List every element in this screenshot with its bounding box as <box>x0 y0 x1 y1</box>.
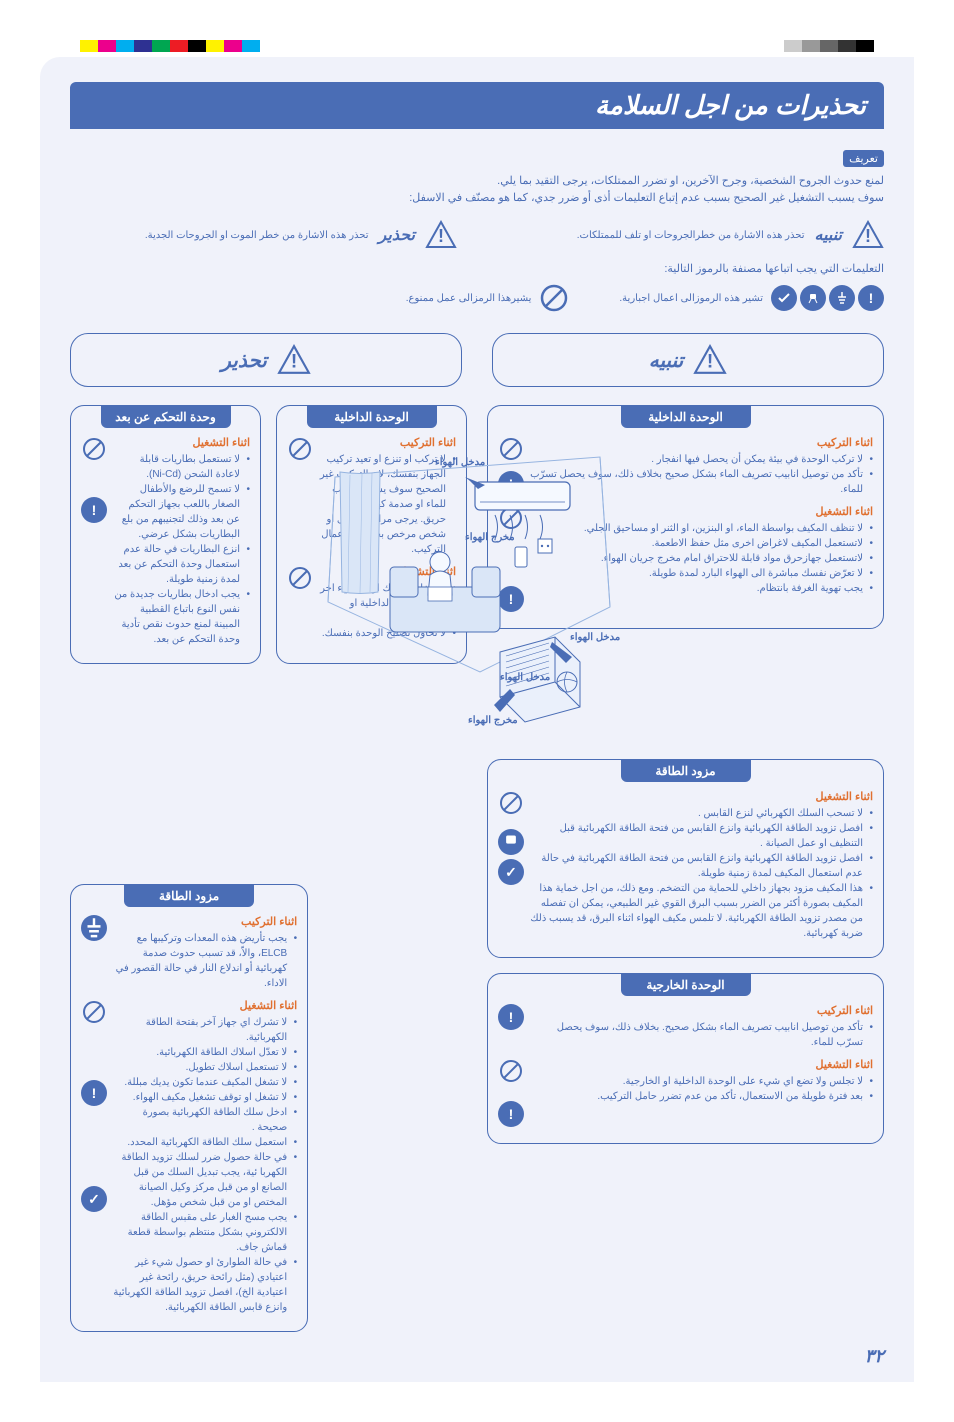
svg-text:!: ! <box>291 351 297 372</box>
box-header: الوحدة الداخلية <box>307 406 437 428</box>
prohibit-icon <box>287 565 313 591</box>
big-caution-icon: ! <box>693 344 727 376</box>
item-list: لا تنظف المكيف بواسطة الماء، او البنزين،… <box>530 521 873 596</box>
info-circle-icon: ! <box>858 285 884 311</box>
ground-icon <box>81 915 107 941</box>
info-icon: ! <box>498 471 524 497</box>
svg-text:!: ! <box>865 226 871 246</box>
caution-desc: تحذر هذه الاشارة من خطرالجروحات او تلف ل… <box>577 230 805 241</box>
sub-title: اثناء التشغيل <box>113 436 250 449</box>
big-danger-box: ! تحذير <box>70 333 462 387</box>
danger-legend: ! تحذير تحذر هذه الاشارة من خطر الموت او… <box>70 220 457 250</box>
warning-legend-row: ! تنبيه تحذر هذه الاشارة من خطرالجروحات … <box>70 220 884 250</box>
mandatory-symbols: ! تشير هذه الرموزالى اعمال اجبارية. <box>619 283 884 313</box>
info-icon: ! <box>498 586 524 612</box>
main-title: تحذيرات من اجل السلامة <box>70 82 884 129</box>
svg-text:!: ! <box>438 226 444 246</box>
item-list: لا تسحب السلك الكهربائي لنزع القابس . اف… <box>530 806 873 941</box>
info-icon: ! <box>498 1004 524 1030</box>
prohibit-icon <box>498 1058 524 1084</box>
caution-outdoor-box: الوحدة الخارجية اثناء التركيب تأكد من تو… <box>487 973 884 1144</box>
caution-indoor-box: الوحدة الداخلية اثناء التركيب لا تركب ال… <box>487 405 884 629</box>
info-icon: ! <box>81 1080 107 1106</box>
big-warning-row: ! تنبيه ! تحذير <box>70 333 884 387</box>
instructions-text: التعليمات التي يجب اتباعها مصنفة بالرموز… <box>70 262 884 275</box>
sub-title: اثناء التركيب <box>319 436 456 449</box>
sub-title: اثناء التشغيل <box>530 790 873 803</box>
caution-label: تنبيه <box>814 225 842 245</box>
prohibit-icon <box>498 790 524 816</box>
caution-column: الوحدة الداخلية اثناء التركيب لا تركب ال… <box>487 405 884 1332</box>
action-circle-icon <box>771 285 797 311</box>
big-caution-label: تنبيه <box>649 348 683 373</box>
danger-remote-box: وحدة التحكم عن بعد اثناء التشغيل لا تستع… <box>70 405 261 664</box>
action-icon: ✓ <box>81 1186 107 1212</box>
sub-title: اثناء التشغيل <box>113 999 297 1012</box>
cmyk-bar <box>80 40 260 52</box>
grayscale-bar <box>784 40 874 52</box>
prohibit-symbol: يشيرهذا الرمزالى عمل ممنوع. <box>406 283 570 313</box>
info-icon: ! <box>498 1101 524 1127</box>
sub-title: اثناء التشغيل <box>319 565 456 578</box>
unplug-icon <box>498 829 524 855</box>
prohibit-icon <box>498 505 524 531</box>
prohibit-icon <box>498 436 524 462</box>
big-caution-box: ! تنبيه <box>492 333 884 387</box>
box-header: وحدة التحكم عن بعد <box>101 406 231 428</box>
sub-title: اثناء التركيب <box>530 436 873 449</box>
sub-title: اثناء التشغيل <box>530 1058 873 1071</box>
mandatory-text: تشير هذه الرموزالى اعمال اجبارية. <box>619 293 763 304</box>
intro-text: لمنع حدوث الجروح الشخصية، وجرح الآخرين، … <box>70 173 884 206</box>
content-grid: الوحدة الداخلية اثناء التركيب لا تركب ال… <box>70 405 884 1332</box>
caution-triangle-icon: ! <box>852 220 884 250</box>
sub-title: اثناء التشغيل <box>530 505 873 518</box>
danger-indoor-box: الوحدة الداخلية اثناء التركيب لا تركب او… <box>276 405 467 664</box>
danger-power-box: مزود الطاقة اثناء التركيب يجب تأريض هذه … <box>70 884 308 1332</box>
item-list: لا تركب الوحدة في بيئة يمكن أن يحصل فيها… <box>530 452 873 497</box>
box-header: مزود الطاقة <box>621 760 751 782</box>
big-danger-label: تحذير <box>221 348 267 373</box>
caution-legend: ! تنبيه تحذر هذه الاشارة من خطرالجروحات … <box>497 220 884 250</box>
big-danger-icon: ! <box>277 344 311 376</box>
prohibit-icon <box>81 999 107 1025</box>
page-number: ٣٢ <box>865 1346 884 1367</box>
definition-badge: تعريف <box>843 150 884 167</box>
sub-title: اثناء التركيب <box>113 915 297 928</box>
sub-title: اثناء التركيب <box>530 1004 873 1017</box>
danger-triangle-icon: ! <box>425 220 457 250</box>
page-container: تحذيرات من اجل السلامة تعريف لمنع حدوث ا… <box>40 57 914 1382</box>
unplug-circle-icon <box>800 285 826 311</box>
print-color-bars <box>40 40 914 52</box>
svg-text:!: ! <box>707 351 713 372</box>
ground-circle-icon <box>829 285 855 311</box>
prohibit-icon <box>287 436 313 462</box>
prohibit-text: يشيرهذا الرمزالى عمل ممنوع. <box>406 293 532 304</box>
box-header: الوحدة الداخلية <box>621 406 751 428</box>
box-header: مزود الطاقة <box>124 885 254 907</box>
prohibit-icon <box>81 436 107 462</box>
danger-label: تحذير <box>379 225 415 245</box>
box-header: الوحدة الخارجية <box>621 974 751 996</box>
danger-column: الوحدة الداخلية اثناء التركيب لا تركب او… <box>70 405 467 1332</box>
symbol-legend-row: ! تشير هذه الرموزالى اعمال اجبارية. يشير… <box>70 283 884 313</box>
info-icon: ! <box>81 497 107 523</box>
action-icon: ✓ <box>498 859 524 885</box>
prohibit-circle-icon <box>539 283 569 313</box>
caution-power-box: مزود الطاقة اثناء التشغيل لا تسحب السلك … <box>487 759 884 958</box>
danger-desc: تحذر هذه الاشارة من خطر الموت او الجروحا… <box>145 230 369 241</box>
